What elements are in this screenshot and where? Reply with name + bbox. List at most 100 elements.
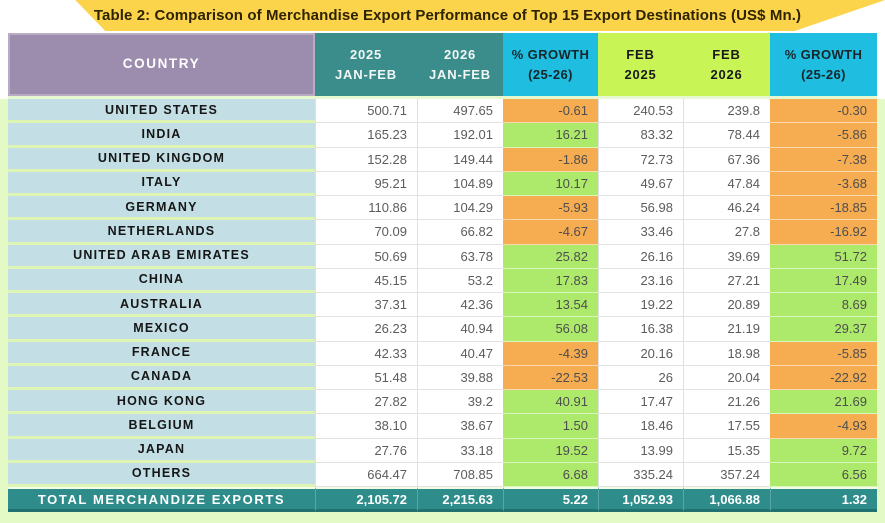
janfeb-2026-cell: 40.94 bbox=[417, 317, 503, 342]
country-cell: UNITED STATES bbox=[8, 99, 315, 124]
growth-feb-cell: -16.92 bbox=[770, 220, 877, 245]
growth-feb-cell: 6.56 bbox=[770, 462, 877, 487]
country-cell: HONG KONG bbox=[8, 390, 315, 415]
total-growth-janfeb: 5.22 bbox=[503, 487, 598, 512]
growth-janfeb-cell: 17.83 bbox=[503, 268, 598, 293]
janfeb-2025-cell: 50.69 bbox=[315, 244, 417, 269]
janfeb-2026-cell: 39.88 bbox=[417, 365, 503, 390]
janfeb-2026-cell: 38.67 bbox=[417, 414, 503, 439]
growth-janfeb-cell: -4.39 bbox=[503, 341, 598, 366]
country-cell: UNITED KINGDOM bbox=[8, 147, 315, 172]
header-feb-2025: FEB 2025 bbox=[598, 33, 683, 99]
janfeb-2026-cell: 149.44 bbox=[417, 147, 503, 172]
country-cell: CANADA bbox=[8, 365, 315, 390]
growth-feb-cell: -3.68 bbox=[770, 171, 877, 196]
growth-feb-cell: -22.92 bbox=[770, 365, 877, 390]
table-row: UNITED KINGDOM 152.28 149.44 -1.86 72.73… bbox=[8, 147, 877, 172]
country-cell: JAPAN bbox=[8, 438, 315, 463]
header-2025-janfeb: 2025 JAN-FEB bbox=[315, 33, 417, 99]
table-row: FRANCE 42.33 40.47 -4.39 20.16 18.98 -5.… bbox=[8, 341, 877, 366]
growth-feb-cell: 29.37 bbox=[770, 317, 877, 342]
janfeb-2025-cell: 27.82 bbox=[315, 390, 417, 415]
country-cell: NETHERLANDS bbox=[8, 220, 315, 245]
feb-2025-cell: 83.32 bbox=[598, 123, 683, 148]
header-label-line2: (25-26) bbox=[801, 66, 846, 82]
feb-2026-cell: 39.69 bbox=[683, 244, 770, 269]
growth-janfeb-cell: 16.21 bbox=[503, 123, 598, 148]
janfeb-2025-cell: 42.33 bbox=[315, 341, 417, 366]
header-country-label: COUNTRY bbox=[122, 56, 201, 72]
country-cell: UNITED ARAB EMIRATES bbox=[8, 244, 315, 269]
country-cell: BELGIUM bbox=[8, 414, 315, 439]
table-body: UNITED STATES 500.71 497.65 -0.61 240.53… bbox=[8, 99, 877, 487]
feb-2026-cell: 20.04 bbox=[683, 365, 770, 390]
feb-2026-cell: 78.44 bbox=[683, 123, 770, 148]
country-cell: INDIA bbox=[8, 123, 315, 148]
janfeb-2025-cell: 37.31 bbox=[315, 293, 417, 318]
header-label-line2: JAN-FEB bbox=[335, 66, 397, 82]
table-row: UNITED ARAB EMIRATES 50.69 63.78 25.82 2… bbox=[8, 244, 877, 269]
header-label-line1: 2025 bbox=[349, 47, 383, 62]
export-performance-table: COUNTRY 2025 JAN-FEB 2026 JAN-FEB % GROW… bbox=[8, 33, 877, 512]
table-footer: TOTAL MERCHANDIZE EXPORTS 2,105.72 2,215… bbox=[8, 487, 877, 512]
janfeb-2026-cell: 33.18 bbox=[417, 438, 503, 463]
table-row: GERMANY 110.86 104.29 -5.93 56.98 46.24 … bbox=[8, 196, 877, 221]
janfeb-2026-cell: 497.65 bbox=[417, 99, 503, 124]
total-feb-2025: 1,052.93 bbox=[598, 487, 683, 512]
feb-2025-cell: 49.67 bbox=[598, 171, 683, 196]
janfeb-2026-cell: 63.78 bbox=[417, 244, 503, 269]
growth-feb-cell: 51.72 bbox=[770, 244, 877, 269]
feb-2026-cell: 17.55 bbox=[683, 414, 770, 439]
growth-janfeb-cell: 40.91 bbox=[503, 390, 598, 415]
total-row: TOTAL MERCHANDIZE EXPORTS 2,105.72 2,215… bbox=[8, 487, 877, 512]
growth-janfeb-cell: 10.17 bbox=[503, 171, 598, 196]
janfeb-2025-cell: 152.28 bbox=[315, 147, 417, 172]
country-cell: GERMANY bbox=[8, 196, 315, 221]
total-feb-2026: 1,066.88 bbox=[683, 487, 770, 512]
feb-2025-cell: 33.46 bbox=[598, 220, 683, 245]
feb-2025-cell: 17.47 bbox=[598, 390, 683, 415]
growth-janfeb-cell: 6.68 bbox=[503, 462, 598, 487]
feb-2025-cell: 18.46 bbox=[598, 414, 683, 439]
janfeb-2026-cell: 42.36 bbox=[417, 293, 503, 318]
janfeb-2025-cell: 95.21 bbox=[315, 171, 417, 196]
feb-2025-cell: 13.99 bbox=[598, 438, 683, 463]
table-frame: COUNTRY 2025 JAN-FEB 2026 JAN-FEB % GROW… bbox=[0, 33, 885, 523]
growth-feb-cell: 8.69 bbox=[770, 293, 877, 318]
janfeb-2026-cell: 40.47 bbox=[417, 341, 503, 366]
growth-janfeb-cell: -1.86 bbox=[503, 147, 598, 172]
janfeb-2025-cell: 70.09 bbox=[315, 220, 417, 245]
janfeb-2026-cell: 708.85 bbox=[417, 462, 503, 487]
growth-feb-cell: -7.38 bbox=[770, 147, 877, 172]
feb-2026-cell: 18.98 bbox=[683, 341, 770, 366]
table-row: CHINA 45.15 53.2 17.83 23.16 27.21 17.49 bbox=[8, 268, 877, 293]
table-row: INDIA 165.23 192.01 16.21 83.32 78.44 -5… bbox=[8, 123, 877, 148]
feb-2025-cell: 26 bbox=[598, 365, 683, 390]
table-row: CANADA 51.48 39.88 -22.53 26 20.04 -22.9… bbox=[8, 365, 877, 390]
growth-feb-cell: 21.69 bbox=[770, 390, 877, 415]
janfeb-2026-cell: 39.2 bbox=[417, 390, 503, 415]
feb-2026-cell: 20.89 bbox=[683, 293, 770, 318]
janfeb-2026-cell: 192.01 bbox=[417, 123, 503, 148]
feb-2025-cell: 23.16 bbox=[598, 268, 683, 293]
janfeb-2025-cell: 51.48 bbox=[315, 365, 417, 390]
feb-2025-cell: 19.22 bbox=[598, 293, 683, 318]
feb-2025-cell: 16.38 bbox=[598, 317, 683, 342]
feb-2025-cell: 72.73 bbox=[598, 147, 683, 172]
janfeb-2026-cell: 53.2 bbox=[417, 268, 503, 293]
growth-janfeb-cell: -4.67 bbox=[503, 220, 598, 245]
growth-feb-cell: 17.49 bbox=[770, 268, 877, 293]
growth-janfeb-cell: 56.08 bbox=[503, 317, 598, 342]
janfeb-2025-cell: 500.71 bbox=[315, 99, 417, 124]
janfeb-2026-cell: 66.82 bbox=[417, 220, 503, 245]
header-growth-janfeb: % GROWTH (25-26) bbox=[503, 33, 598, 99]
growth-feb-cell: -18.85 bbox=[770, 196, 877, 221]
header-label-line2: JAN-FEB bbox=[429, 66, 491, 82]
table-row: ITALY 95.21 104.89 10.17 49.67 47.84 -3.… bbox=[8, 171, 877, 196]
header-label-line2: 2026 bbox=[710, 66, 743, 82]
header-label-line2: 2025 bbox=[624, 66, 657, 82]
feb-2025-cell: 335.24 bbox=[598, 462, 683, 487]
table-row: BELGIUM 38.10 38.67 1.50 18.46 17.55 -4.… bbox=[8, 414, 877, 439]
country-cell: AUSTRALIA bbox=[8, 293, 315, 318]
